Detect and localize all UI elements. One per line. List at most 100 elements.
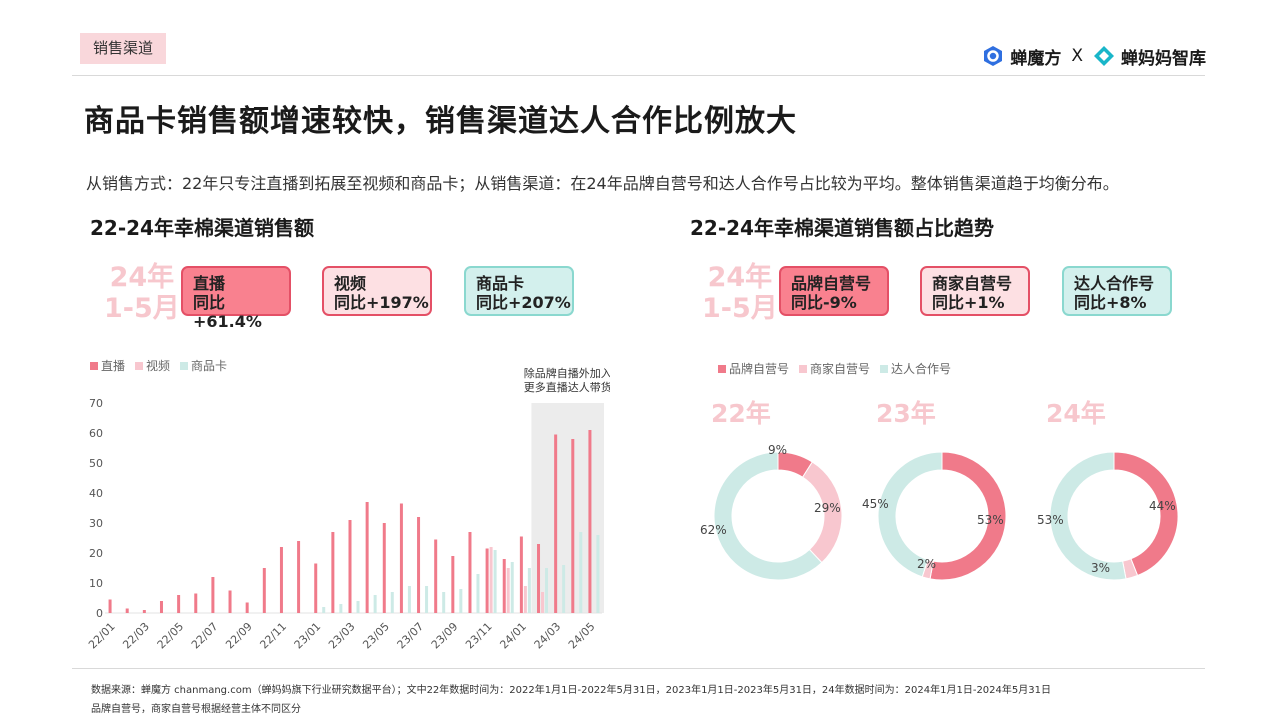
bar [194, 593, 198, 613]
bar [527, 568, 531, 613]
x-tick-label: 24/05 [566, 620, 598, 652]
y-tick-label: 40 [89, 487, 103, 500]
bar [356, 601, 360, 613]
x-tick-label: 24/01 [497, 620, 529, 652]
bar [468, 532, 472, 613]
card-merchant-own-growth: 同比+1% [932, 293, 1005, 312]
donut-label: 45% [862, 497, 889, 511]
bar [451, 556, 455, 613]
donut-label: 3% [1091, 561, 1110, 575]
donut-label: 2% [917, 557, 936, 571]
bar [571, 439, 575, 613]
y-tick-label: 20 [89, 547, 103, 560]
right-period-months: 1-5月 [702, 293, 778, 324]
bar [322, 607, 326, 613]
bar [489, 547, 493, 613]
card-product-name: 商品卡 [476, 274, 525, 293]
bar [425, 586, 429, 613]
donut-slice [1049, 451, 1127, 581]
right-section-title: 22-24年幸棉渠道销售额占比趋势 [690, 216, 994, 240]
bar [331, 532, 335, 613]
donut-year-22: 22年 [711, 399, 771, 428]
card-live-growth: 同比+61.4% [193, 293, 262, 331]
logo-left-text: 蝉魔方 [1010, 48, 1062, 69]
card-brand-own: 品牌自营号 同比-9% [779, 266, 889, 316]
donut-charts: 9% 29% 62% 53% 2% 45% 44% 3% 53% [700, 443, 1179, 581]
bar [493, 550, 497, 613]
bar [159, 601, 163, 613]
legend-live-label: 直播 [101, 359, 126, 373]
bar [502, 559, 506, 613]
legend-live-swatch [90, 361, 98, 370]
bar [297, 541, 301, 613]
right-period-year: 24年 [707, 262, 773, 293]
donut-label: 62% [700, 523, 727, 537]
annotation-line2: 更多直播达人带货 [524, 380, 610, 394]
x-tick-label: 23/01 [292, 620, 324, 652]
bar [588, 430, 592, 613]
bar [476, 574, 480, 613]
bar [541, 592, 545, 613]
legend-brand-own: 品牌自营号 [718, 360, 789, 377]
donut-slice [877, 451, 943, 578]
legend-brand-own-label: 品牌自营号 [729, 362, 790, 376]
donut-slice [713, 451, 823, 581]
donut-year-24: 24年 [1046, 399, 1106, 428]
bar [348, 520, 352, 613]
bar-legend: 直播 视频 商品卡 [90, 357, 227, 374]
footer-note: 品牌自营号，商家自营号根据经营主体不同区分 [91, 704, 301, 715]
left-period-year: 24年 [109, 262, 175, 293]
bar [434, 539, 438, 613]
bar [177, 595, 181, 613]
y-tick-label: 60 [89, 427, 103, 440]
legend-merchant-own: 商家自营号 [799, 360, 870, 377]
x-tick-label: 23/07 [395, 620, 427, 652]
chanmofang-logo-icon [984, 46, 1003, 66]
bar [510, 562, 514, 613]
bar [562, 565, 566, 613]
logo-separator: X [1071, 46, 1083, 66]
legend-live: 直播 [90, 357, 125, 374]
x-tick-label: 22/03 [120, 620, 152, 652]
left-period-months: 1-5月 [104, 293, 180, 324]
y-tick-label: 0 [96, 607, 103, 620]
bar [339, 604, 343, 613]
x-tick-label: 24/03 [532, 620, 564, 652]
card-product: 商品卡 同比+207% [464, 266, 574, 316]
x-tick-label: 22/01 [86, 620, 118, 652]
right-period: 24年 1-5月 [702, 262, 778, 324]
bar [579, 532, 583, 613]
logo-right-text: 蝉妈妈智库 [1121, 48, 1206, 69]
card-merchant-own-name: 商家自营号 [932, 274, 1013, 293]
bar [228, 590, 232, 613]
chanmama-logo-icon [1094, 46, 1114, 66]
x-tick-label: 22/09 [223, 620, 255, 652]
x-tick-label: 22/05 [155, 620, 187, 652]
bar [519, 536, 523, 613]
legend-product-swatch [180, 361, 189, 370]
bar [314, 563, 318, 613]
x-tick-label: 23/11 [463, 620, 495, 652]
card-influencer-growth: 同比+8% [1074, 293, 1147, 312]
card-influencer-name: 达人合作号 [1074, 274, 1155, 293]
bar [554, 434, 558, 613]
legend-video-swatch [135, 361, 144, 370]
annotation-line1: 除品牌自播外加入 [524, 366, 610, 380]
donut-label: 44% [1149, 499, 1176, 513]
legend-merchant-own-label: 商家自营号 [810, 362, 871, 376]
donut-label: 53% [977, 513, 1004, 527]
x-tick-label: 23/05 [360, 620, 392, 652]
legend-product-label: 商品卡 [191, 359, 228, 373]
page-title: 商品卡销售额增速较快，销售渠道达人合作比例放大 [84, 104, 797, 139]
donut-label: 53% [1037, 513, 1064, 527]
bottom-divider [72, 668, 1205, 669]
footer-source: 数据来源：蝉魔方 chanmang.com（蝉妈妈旗下行业研究数据平台）；文中2… [91, 685, 1051, 696]
donut-slice [1113, 451, 1179, 577]
card-video: 视频 同比+197% [322, 266, 432, 316]
y-tick-label: 30 [89, 517, 103, 530]
bar [417, 517, 421, 613]
legend-merchant-own-swatch [799, 364, 808, 373]
highlight-band [531, 403, 604, 613]
y-tick-label: 70 [89, 397, 103, 410]
left-period: 24年 1-5月 [104, 262, 180, 324]
